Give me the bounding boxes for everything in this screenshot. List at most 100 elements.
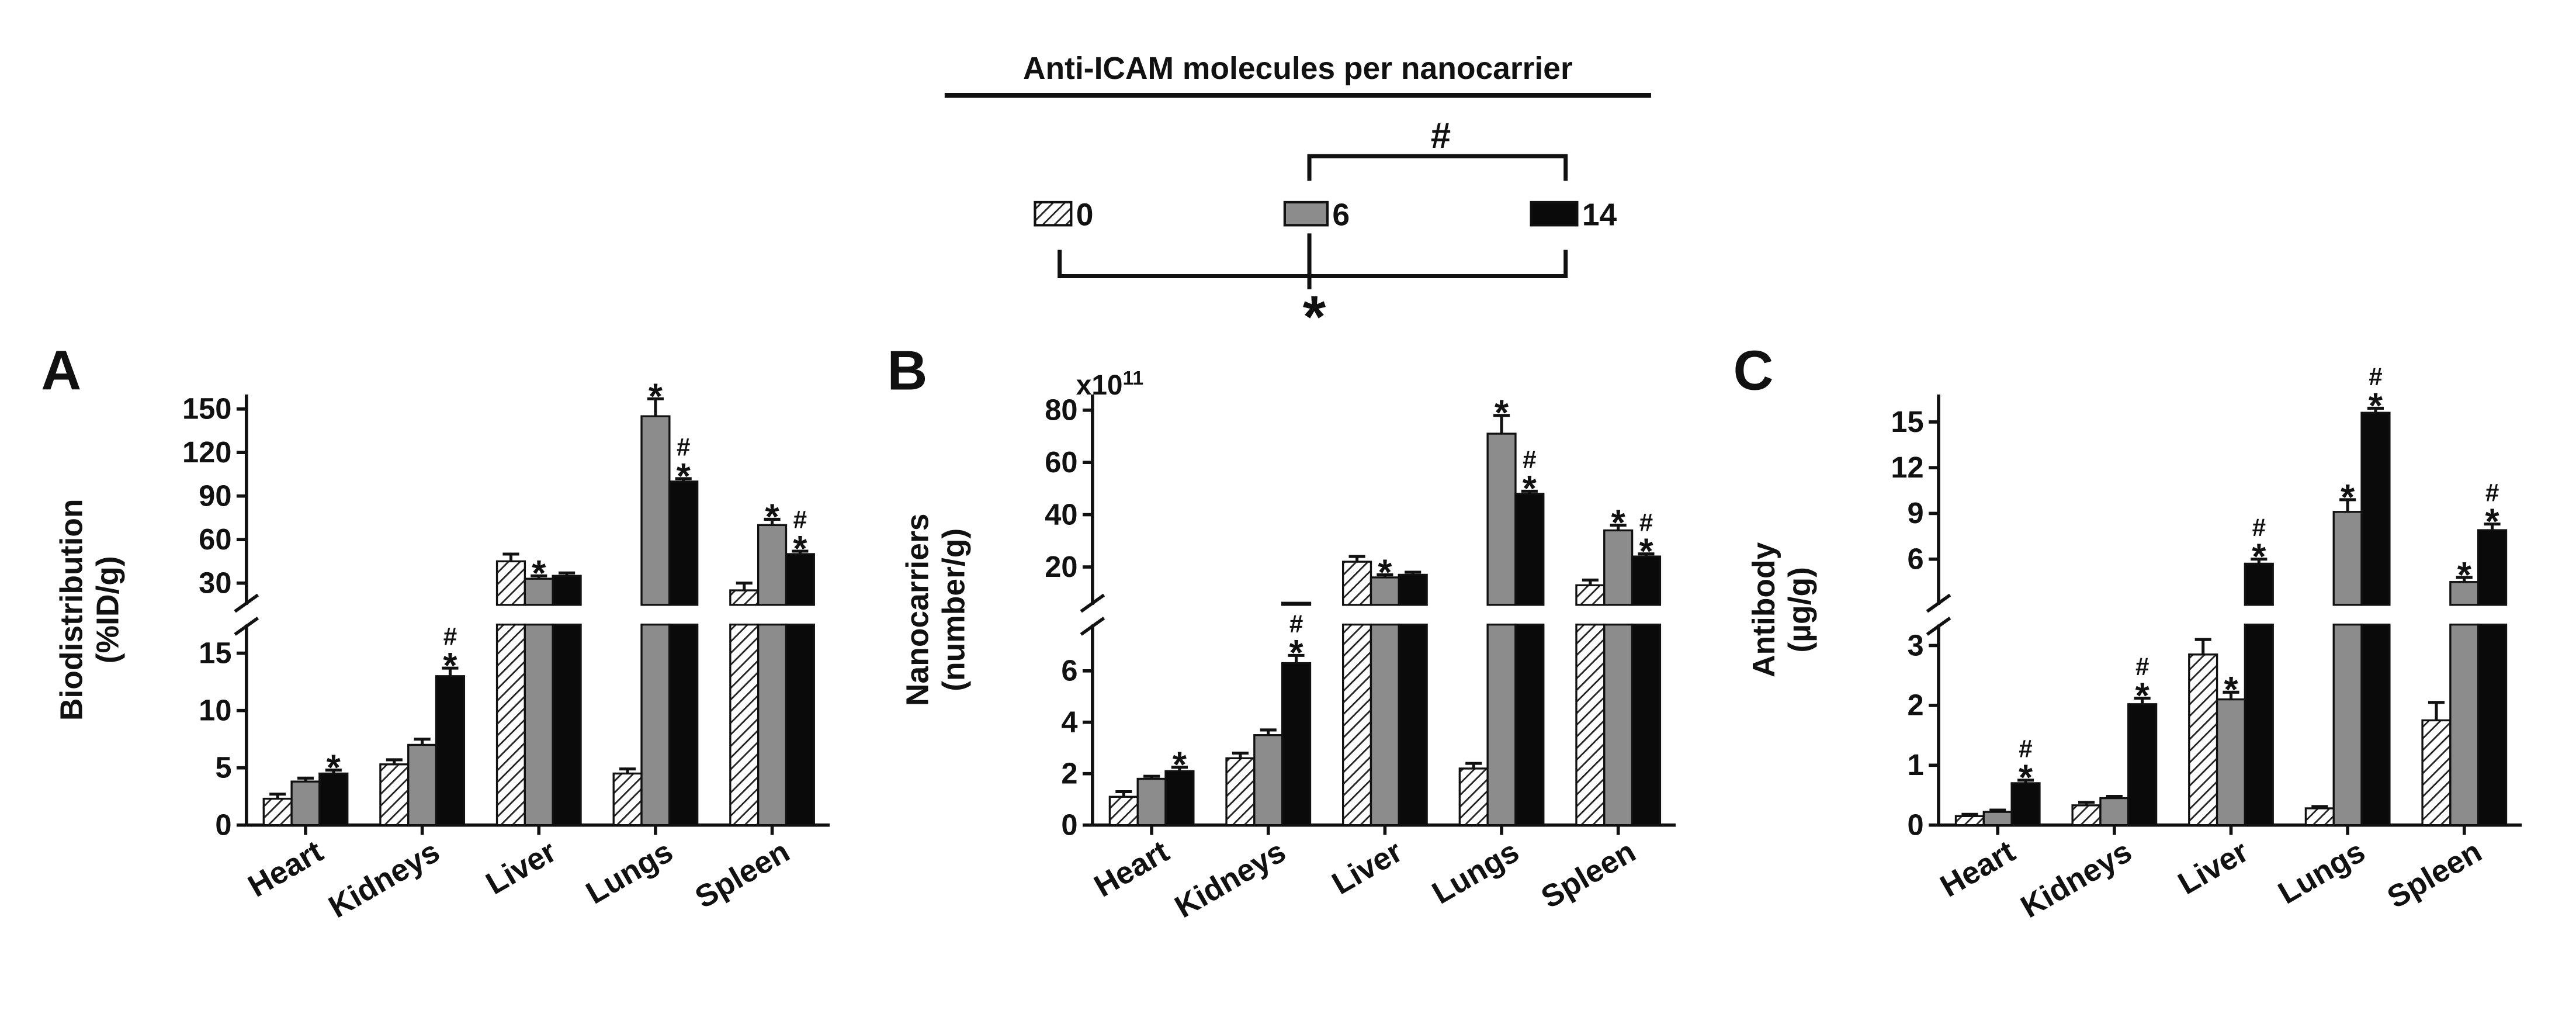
bar	[785, 623, 815, 826]
legend-label: 14	[1582, 198, 1617, 232]
bar	[495, 623, 526, 826]
bar	[1514, 623, 1545, 826]
bar	[2421, 719, 2452, 826]
significance-mark: *	[443, 646, 457, 686]
bar	[2099, 797, 2130, 826]
bar	[1398, 573, 1428, 606]
y-axis-label: Antibody	[1747, 542, 1781, 677]
panel-letter: C	[1733, 340, 1774, 402]
error-bar	[2134, 697, 2151, 704]
significance-mark: *	[2252, 537, 2266, 577]
axis-break	[1080, 593, 1105, 636]
significance-mark: *	[1611, 503, 1626, 543]
bar	[2216, 698, 2246, 826]
y-tick-label: 30	[199, 566, 231, 600]
error-bar	[2251, 558, 2268, 564]
error-bar	[2223, 690, 2239, 700]
bar	[1108, 795, 1139, 826]
bar	[1136, 777, 1167, 826]
bar	[1603, 529, 1634, 606]
x-tick-label: Lungs	[1427, 834, 1525, 911]
error-bar	[647, 397, 664, 417]
bar	[2360, 623, 2391, 826]
significance-mark: #	[1289, 610, 1303, 638]
error-bar	[792, 549, 809, 554]
bar	[2332, 511, 2363, 606]
x-tick-label: Kidneys	[1169, 834, 1291, 925]
bar	[379, 763, 410, 826]
error-bar	[386, 758, 403, 764]
error-bar	[675, 477, 692, 482]
significance-mark: *	[2019, 758, 2033, 798]
significance-mark: #	[793, 506, 807, 534]
y-tick-label: 15	[1891, 405, 1923, 438]
bar	[1575, 623, 1606, 826]
y-tick-label: 5	[215, 751, 231, 784]
significance-mark: *	[1378, 552, 1392, 593]
y-tick-label: 0	[215, 808, 231, 842]
legend-swatch	[1283, 200, 1329, 227]
y-axis-label: (µg/g)	[1783, 567, 1818, 652]
y-tick-label: 0	[1908, 808, 1924, 842]
legend-swatch	[1034, 200, 1073, 227]
error-bar	[325, 769, 342, 774]
bar	[2304, 807, 2335, 826]
significance-mark: #	[2135, 653, 2149, 680]
bar	[640, 623, 671, 826]
bar	[785, 553, 815, 606]
significance-mark: #	[1523, 446, 1536, 473]
bar	[290, 780, 321, 826]
error-bar	[269, 793, 286, 799]
axis-break	[1926, 593, 1951, 636]
bracket-label: #	[1431, 116, 1451, 156]
panel-letter: B	[887, 340, 927, 402]
error-bar	[1348, 555, 1365, 562]
y-tick-label: 10	[199, 694, 231, 727]
bar	[1575, 584, 1606, 606]
error-bar	[2106, 794, 2123, 798]
y-tick-label: 1	[1908, 748, 1924, 781]
bar	[2477, 623, 2508, 826]
significance-mark: *	[2457, 555, 2472, 596]
error-bar	[502, 552, 519, 562]
error-bar	[1989, 808, 2006, 812]
error-bar	[1260, 728, 1277, 735]
bar	[407, 743, 438, 826]
legend-title: Anti-ICAM molecules per nanocarrier	[1023, 51, 1573, 86]
bar	[757, 524, 788, 606]
bar	[1514, 493, 1545, 606]
error-bar	[2078, 801, 2095, 805]
bar	[2071, 804, 2102, 826]
error-bar	[2194, 638, 2211, 655]
error-bar	[1961, 812, 1978, 817]
x-tick-label: Spleen	[2381, 834, 2487, 915]
significance-mark: *	[1173, 745, 1187, 786]
x-tick-label: Heart	[242, 834, 329, 904]
significance-mark: *	[1639, 532, 1653, 572]
bar	[1370, 623, 1400, 826]
bar	[435, 675, 466, 826]
bar	[1631, 555, 1662, 606]
bar	[1253, 734, 1284, 826]
error-bar	[1232, 751, 1249, 759]
y-tick-label: 90	[199, 479, 231, 513]
bar	[640, 415, 671, 606]
panel-letter: A	[41, 340, 81, 402]
error-bar	[414, 738, 431, 745]
bar	[262, 797, 293, 826]
y-axis-label: Nanocarriers	[901, 514, 935, 707]
x-tick-label: Kidneys	[323, 834, 445, 925]
y-tick-label: 6	[1908, 542, 1924, 575]
significance-mark: *	[2341, 478, 2355, 518]
error-bar	[2428, 701, 2445, 721]
y-tick-label: 0	[1061, 808, 1077, 842]
error-bar	[2456, 576, 2473, 582]
bar	[729, 589, 760, 606]
error-bar	[1465, 762, 1482, 769]
error-bar	[2017, 779, 2034, 783]
x-tick-label: Spleen	[689, 834, 795, 915]
y-tick-label: 150	[182, 392, 231, 425]
legend-label: 6	[1332, 198, 1350, 232]
bar	[1398, 623, 1428, 826]
